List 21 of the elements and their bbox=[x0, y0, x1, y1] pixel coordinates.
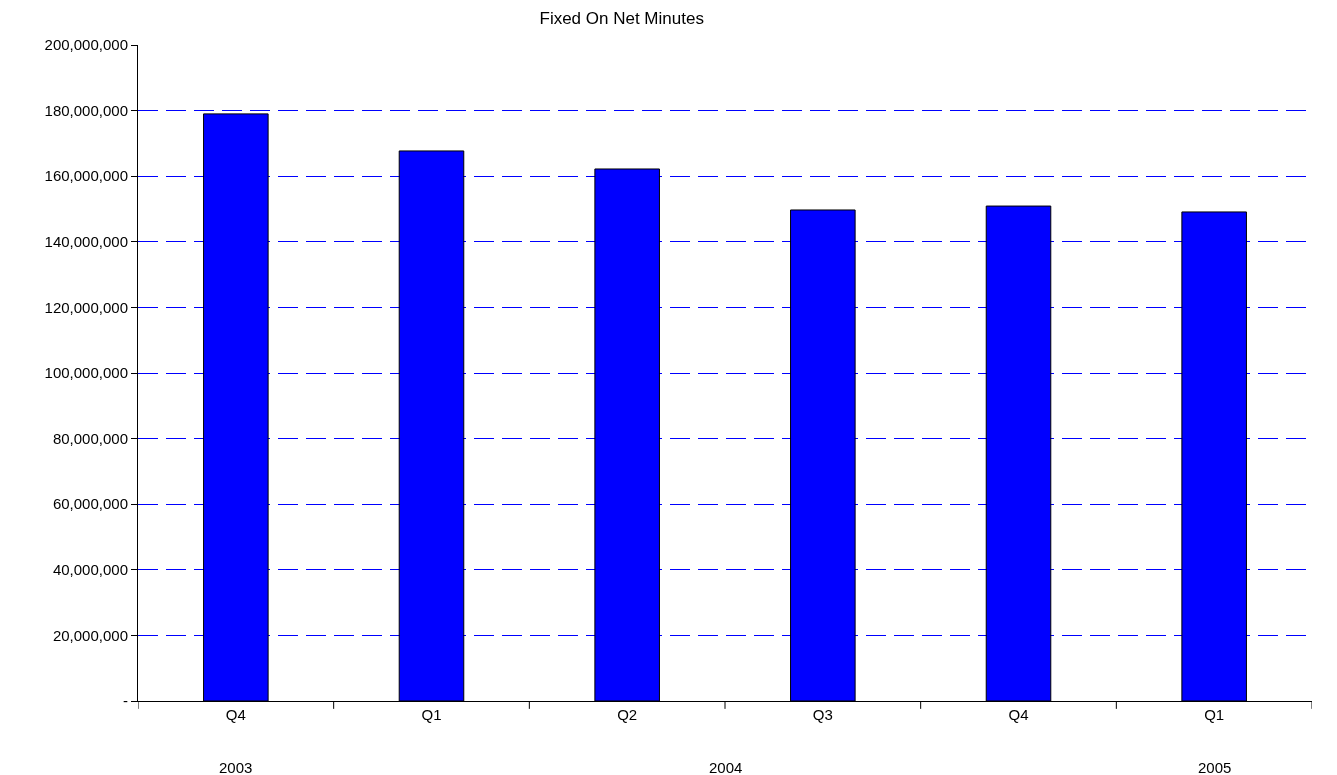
y-tick-label: 20,000,000 bbox=[52, 626, 128, 644]
x-tick-label: Q4 bbox=[225, 706, 246, 723]
x-tick-label: Q1 bbox=[1204, 706, 1225, 723]
x-tick-label: Q3 bbox=[812, 706, 833, 723]
text: 2004 bbox=[709, 759, 743, 775]
x-tick-label: Q1 bbox=[421, 706, 442, 723]
x-tick-label: Q4 bbox=[1008, 706, 1029, 723]
y-tick-label: 100,000,000 bbox=[44, 364, 128, 382]
text: 2003 bbox=[219, 759, 253, 775]
y-tick-label: 160,000,000 bbox=[44, 167, 128, 185]
x-tick-label: Q2 bbox=[617, 706, 638, 723]
y-tick-label: - bbox=[123, 692, 128, 710]
y-tick-label: 40,000,000 bbox=[52, 561, 128, 579]
y-tick-label: 80,000,000 bbox=[52, 429, 128, 447]
chart-title: Fixed On Net Minutes bbox=[539, 8, 704, 28]
y-tick-label: 200,000,000 bbox=[44, 36, 128, 54]
y-tick-label: 60,000,000 bbox=[52, 495, 128, 513]
y-tick-label: 140,000,000 bbox=[44, 233, 128, 251]
y-tick-label: 180,000,000 bbox=[44, 101, 128, 119]
text: 2005 bbox=[1198, 759, 1232, 775]
y-tick-label: 120,000,000 bbox=[44, 298, 128, 316]
